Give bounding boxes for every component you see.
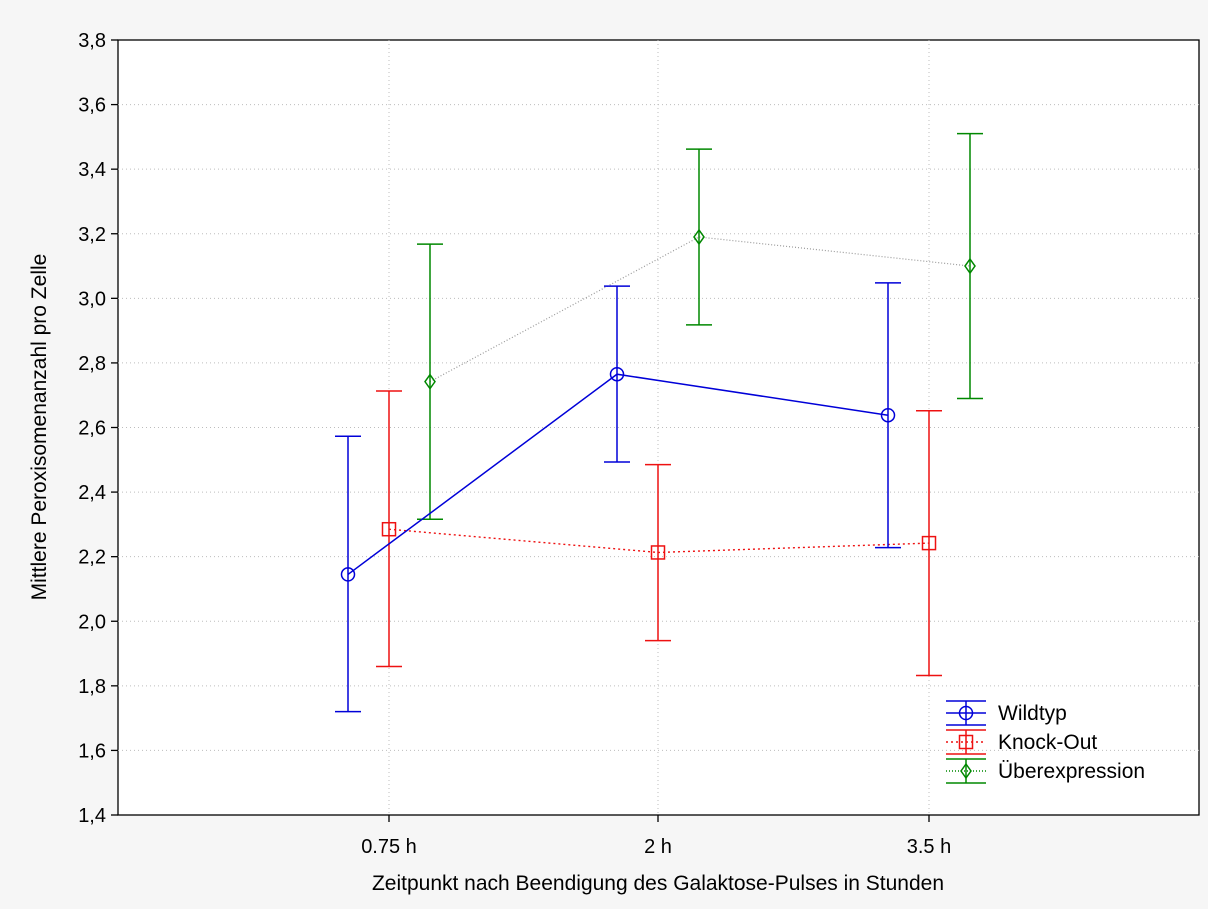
y-tick-label: 1,4 (78, 805, 106, 827)
legend-label: Überexpression (998, 760, 1145, 783)
y-tick-label: 2,6 (78, 418, 106, 440)
grid-lines (118, 40, 1199, 815)
x-tick-label: 2 h (644, 836, 672, 858)
series-group (335, 132, 983, 713)
y-tick-label: 3,4 (78, 159, 106, 181)
data-point (609, 366, 625, 382)
legend-label: Wildtyp (998, 702, 1067, 725)
y-axis-title: Mittlere Peroxisomenanzahl pro Zelle (28, 254, 51, 601)
data-point (424, 373, 436, 390)
legend-item: Wildtyp (946, 700, 1067, 726)
x-tick-label: 0.75 h (361, 836, 417, 858)
data-point (381, 521, 397, 537)
legend-marker (960, 762, 972, 780)
y-tick-label: 3,0 (78, 288, 106, 310)
data-point (964, 257, 976, 275)
x-tick-label: 3.5 h (907, 836, 951, 858)
data-point (340, 567, 356, 582)
y-tick-label: 3,2 (78, 224, 106, 246)
y-tick-label: 1,6 (78, 740, 106, 762)
x-axis-title: Zeitpunkt nach Beendigung des Galaktose-… (372, 872, 944, 895)
y-tick-label: 2,2 (78, 547, 106, 569)
y-tick-label: 1,8 (78, 676, 106, 698)
legend: Wildtyp Knock-Out Überexpression (946, 700, 1145, 784)
y-tick-label: 3,6 (78, 95, 106, 117)
data-point (921, 535, 937, 551)
data-point (693, 228, 705, 246)
data-point (650, 545, 666, 560)
legend-label: Knock-Out (998, 731, 1097, 754)
legend-item: Überexpression (946, 758, 1145, 784)
y-tick-label: 2,8 (78, 353, 106, 375)
data-point (880, 407, 896, 423)
axes: 1,4 1,6 1,8 2,0 2,2 2,4 2,6 2,8 3,0 3,2 3,4 3,6 3,8 0… (78, 30, 951, 858)
y-tick-label: 2,0 (78, 611, 106, 633)
series-wildtyp (335, 282, 901, 713)
series-knock-out (376, 390, 942, 677)
legend-marker (958, 705, 974, 721)
y-tick-label: 3,8 (78, 30, 106, 52)
y-tick-label: 2,4 (78, 482, 106, 504)
legend-marker (958, 734, 974, 750)
legend-item: Knock-Out (946, 729, 1097, 755)
